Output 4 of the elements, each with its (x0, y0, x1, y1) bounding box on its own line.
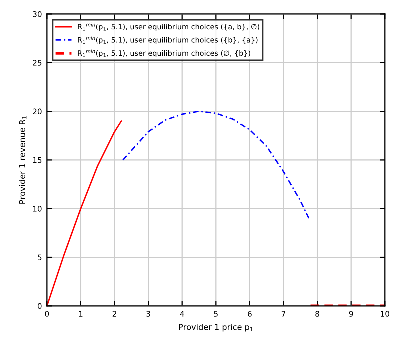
line-series (122, 110, 310, 220)
line-series (47, 120, 122, 306)
x-axis-title: Provider 1 price p$_{1}$ (179, 324, 254, 332)
y-axis-title: Provider 1 revenue R$_{1}$ (19, 116, 27, 204)
